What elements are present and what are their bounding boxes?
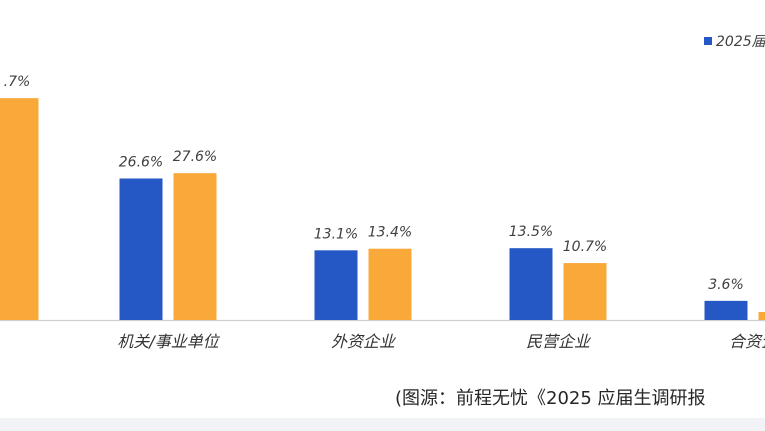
bar-series-2025-2 <box>314 250 358 320</box>
bar-series-2025-3 <box>509 248 553 320</box>
bar-series-b-0 <box>0 98 39 320</box>
data-label-series-2025-3: 13.5% <box>509 224 553 240</box>
bar-series-b-3 <box>563 263 607 320</box>
legend-swatch-2025 <box>704 37 712 45</box>
data-label-series-2025-1: 26.6% <box>119 154 163 170</box>
data-label-series-b-3: 10.7% <box>563 239 607 255</box>
bar-series-b-4 <box>758 312 765 320</box>
data-label-series-b-1: 27.6% <box>173 149 217 165</box>
footer-band <box>0 418 765 431</box>
bar-series-2025-1 <box>119 178 163 320</box>
category-label-1: 机关/事业单位 <box>117 332 220 351</box>
bar-series-2025-4 <box>704 300 748 320</box>
legend: 2025届 <box>704 31 765 51</box>
source-note: (图源：前程无忧《2025 应届生调研报 <box>395 388 706 409</box>
data-label-series-b-2: 13.4% <box>368 225 412 241</box>
category-label-4: 合资企 <box>729 332 765 351</box>
data-label-series-2025-2: 13.1% <box>314 226 358 242</box>
category-label-3: 民营企业 <box>526 332 592 351</box>
bar-series-b-1 <box>173 173 217 320</box>
legend-label-2025: 2025届 <box>716 34 765 50</box>
bar-series-b-2 <box>368 248 412 320</box>
data-label-series-2025-4: 3.6% <box>708 277 744 293</box>
category-label-2: 外资企业 <box>331 332 397 351</box>
data-label-series-b-0: .7% <box>4 74 31 90</box>
